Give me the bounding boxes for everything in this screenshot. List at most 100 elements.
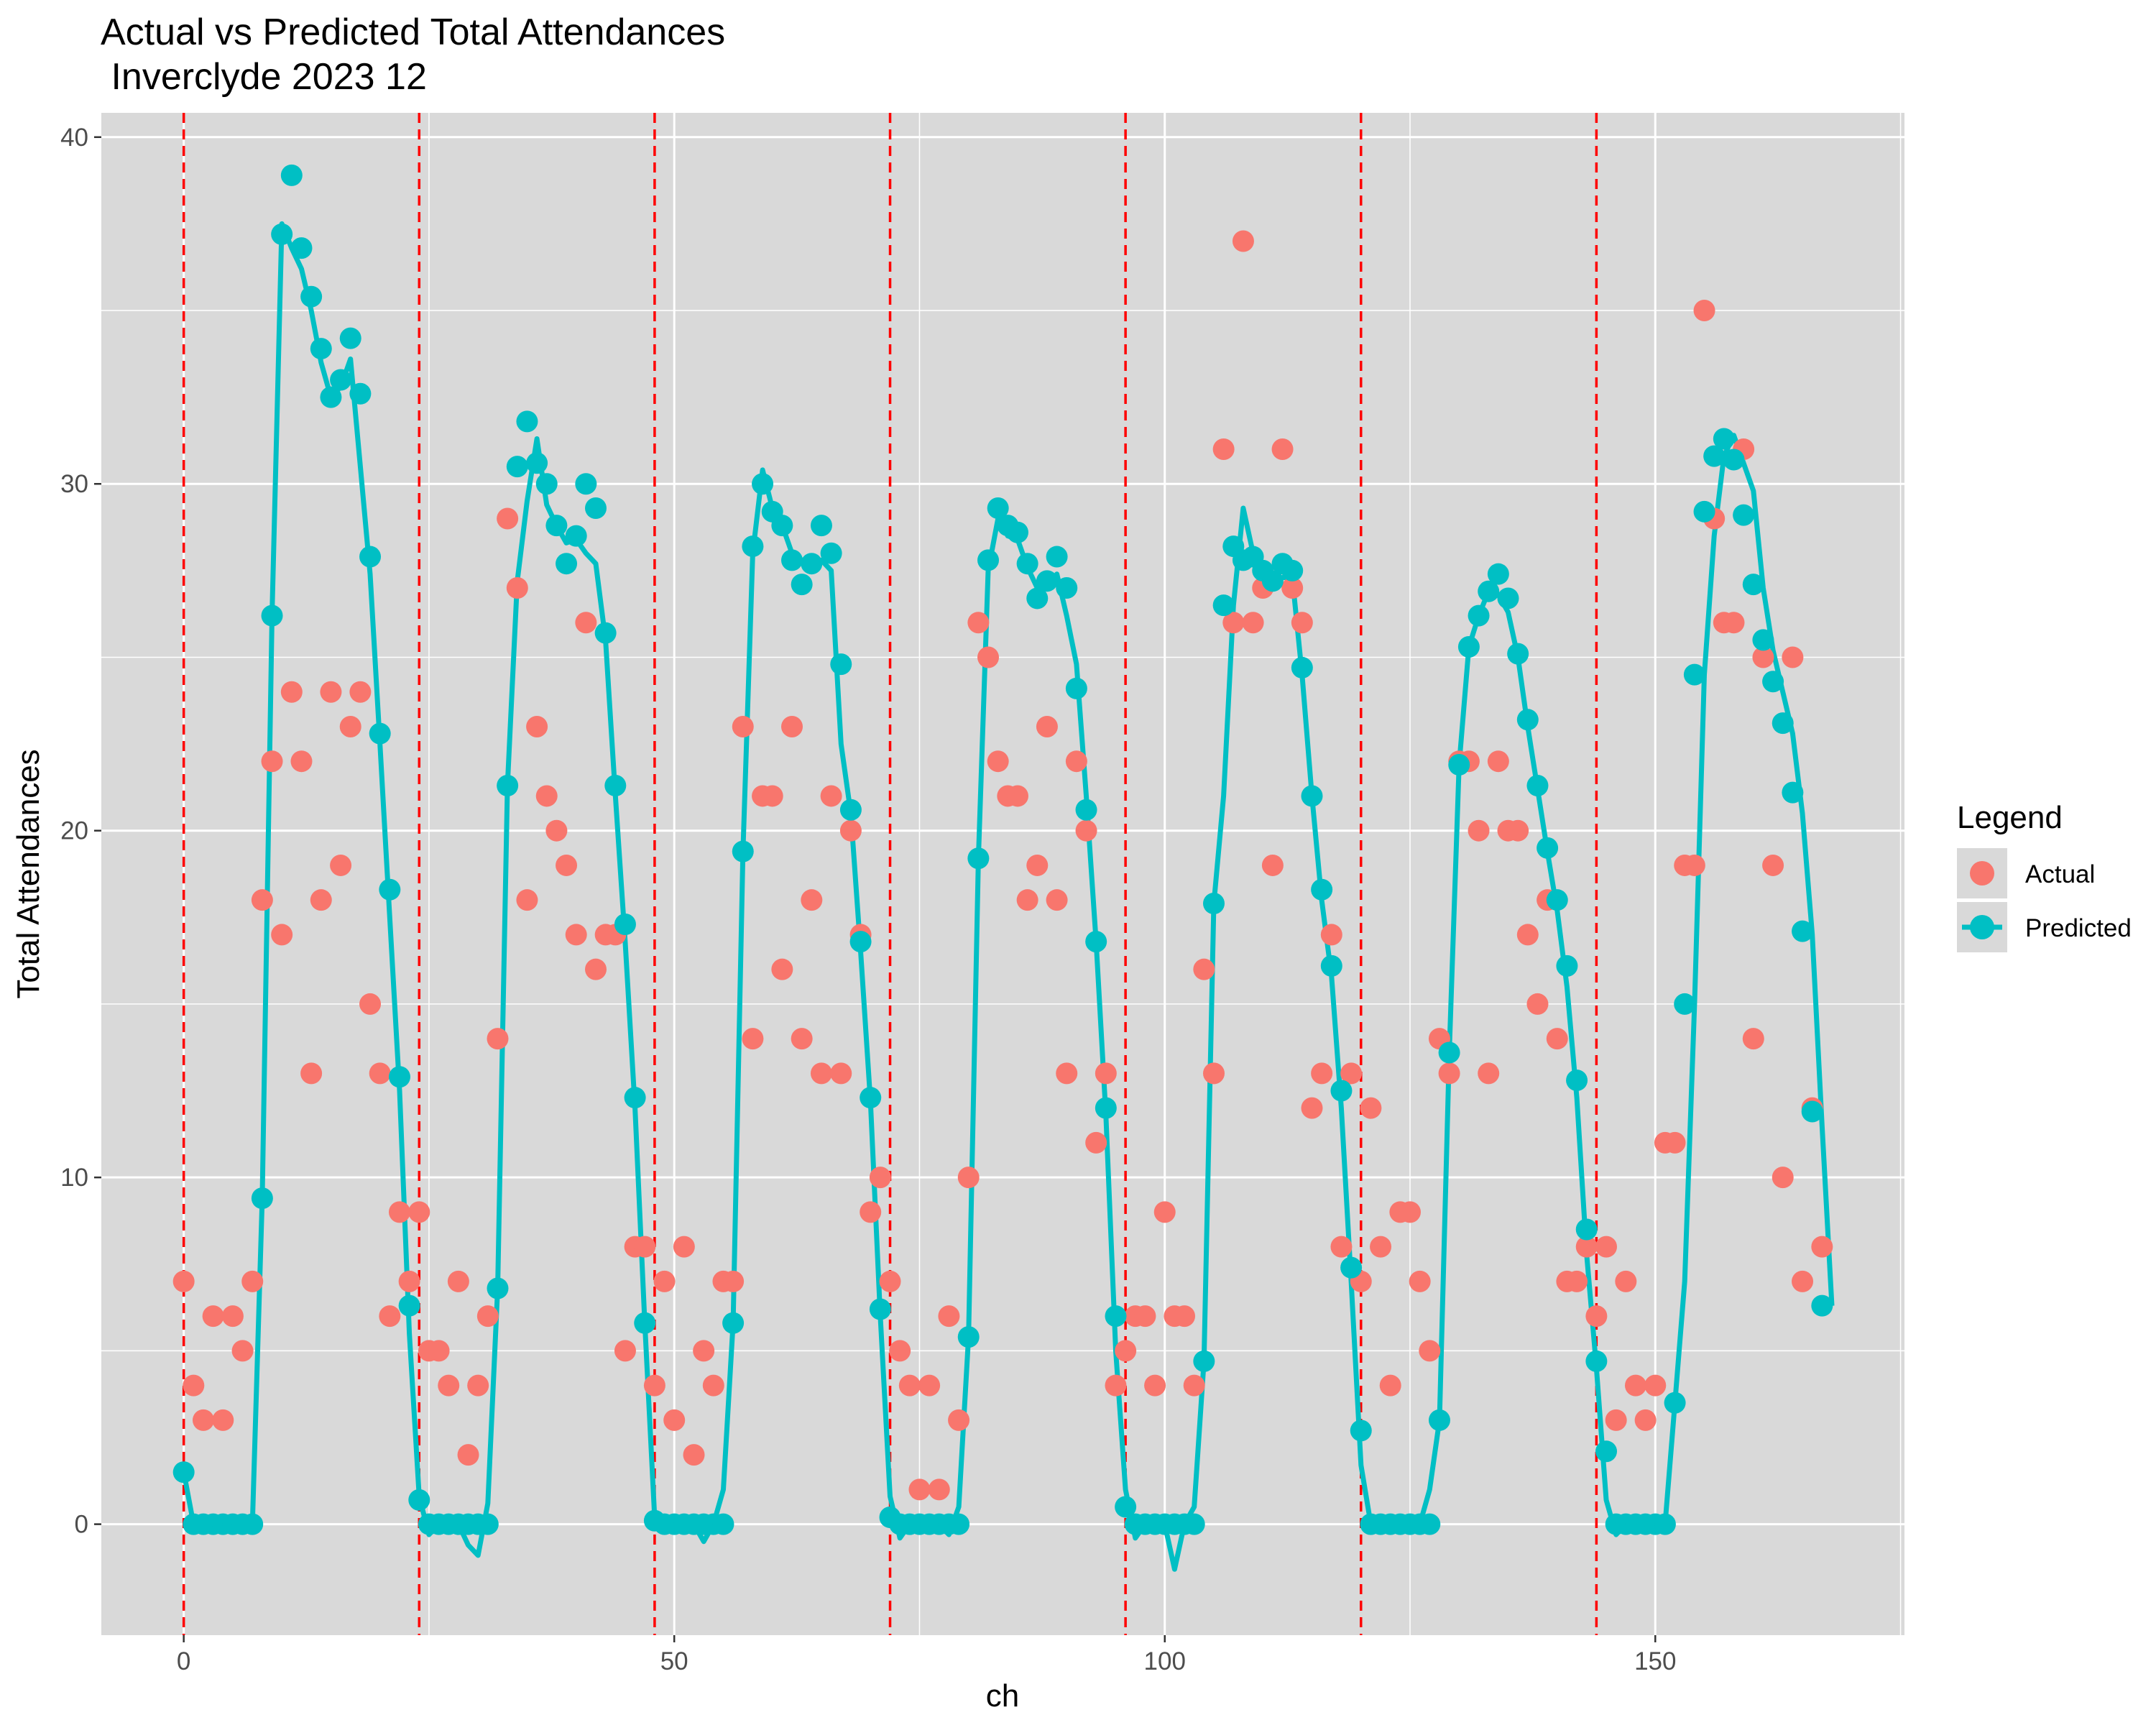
actual-point xyxy=(231,1340,254,1362)
predicted-point xyxy=(1212,594,1235,617)
actual-point xyxy=(663,1409,686,1431)
actual-point xyxy=(261,750,283,773)
actual-point xyxy=(172,1270,195,1292)
actual-point xyxy=(1046,889,1068,911)
predicted-point xyxy=(1183,1513,1205,1535)
predicted-point xyxy=(516,410,538,433)
actual-point xyxy=(1605,1409,1627,1431)
y-tick-label: 20 xyxy=(60,817,88,845)
predicted-point xyxy=(1762,671,1784,693)
predicted-point xyxy=(241,1513,264,1535)
predicted-point xyxy=(359,546,382,568)
predicted-point xyxy=(339,327,361,349)
actual-point xyxy=(948,1409,970,1431)
actual-point xyxy=(761,785,783,807)
actual-point xyxy=(300,1062,323,1085)
legend-label-predicted: Predicted xyxy=(2025,914,2132,942)
actual-point xyxy=(545,819,568,842)
predicted-point xyxy=(408,1489,430,1511)
predicted-point xyxy=(388,1066,410,1088)
actual-point xyxy=(535,785,558,807)
actual-point xyxy=(556,854,578,876)
x-axis-label: ch xyxy=(986,1678,1019,1714)
actual-point xyxy=(1174,1305,1196,1328)
actual-point xyxy=(1271,438,1294,460)
actual-point xyxy=(476,1305,499,1328)
actual-point xyxy=(1115,1340,1137,1362)
y-tick-label: 30 xyxy=(60,470,88,498)
actual-point xyxy=(1419,1340,1441,1362)
actual-point xyxy=(1772,1167,1794,1189)
actual-point xyxy=(889,1340,911,1362)
predicted-point xyxy=(634,1312,656,1334)
predicted-point xyxy=(1516,709,1539,731)
predicted-point xyxy=(1075,799,1097,821)
actual-point xyxy=(1320,924,1342,946)
actual-point xyxy=(1370,1236,1392,1258)
predicted-point xyxy=(1654,1513,1676,1535)
predicted-point xyxy=(398,1294,420,1317)
actual-point xyxy=(1281,576,1304,599)
actual-point xyxy=(1782,646,1804,668)
predicted-point xyxy=(379,878,401,901)
predicted-point xyxy=(1006,521,1028,543)
predicted-point xyxy=(801,553,823,575)
actual-point xyxy=(1006,785,1028,807)
actual-point xyxy=(584,958,607,980)
actual-point xyxy=(1016,889,1038,911)
actual-point xyxy=(1624,1374,1646,1397)
actual-point xyxy=(447,1270,469,1292)
actual-point xyxy=(987,750,1009,773)
axes: 0 50 100 150 0 10 20 30 40 xyxy=(60,124,1676,1675)
predicted-point xyxy=(575,473,597,495)
predicted-point xyxy=(1566,1070,1588,1092)
predicted-point xyxy=(1674,993,1696,1015)
predicted-point xyxy=(280,164,303,186)
predicted-point xyxy=(251,1187,273,1210)
predicted-point xyxy=(565,525,587,547)
predicted-point xyxy=(1291,656,1313,678)
actual-point xyxy=(349,681,372,703)
predicted-point xyxy=(1595,1440,1618,1463)
predicted-point xyxy=(1428,1409,1450,1431)
actual-point xyxy=(643,1374,665,1397)
actual-point xyxy=(898,1374,921,1397)
predicted-point xyxy=(1468,604,1490,627)
actual-point xyxy=(1330,1236,1353,1258)
actual-point xyxy=(290,750,313,773)
predicted-point xyxy=(1281,559,1304,581)
predicted-point xyxy=(624,1087,646,1109)
actual-point xyxy=(1036,715,1058,737)
predicted-point xyxy=(1742,574,1764,596)
actual-point xyxy=(1516,924,1539,946)
actual-point xyxy=(1134,1305,1156,1328)
actual-point xyxy=(1065,750,1087,773)
actual-point xyxy=(221,1305,244,1328)
predicted-point xyxy=(1546,889,1568,911)
predicted-point xyxy=(1350,1420,1372,1442)
predicted-point xyxy=(849,931,872,953)
actual-point xyxy=(1202,1062,1225,1085)
predicted-point xyxy=(330,369,352,391)
actual-point xyxy=(251,889,273,911)
predicted-point xyxy=(1448,754,1470,776)
predicted-point xyxy=(957,1326,980,1348)
predicted-point xyxy=(977,549,1000,571)
actual-point xyxy=(280,681,303,703)
predicted-point xyxy=(526,452,548,474)
predicted-point xyxy=(839,799,862,821)
actual-point xyxy=(1193,958,1215,980)
predicted-point xyxy=(1664,1392,1686,1414)
predicted-point xyxy=(300,285,323,308)
actual-point xyxy=(428,1340,450,1362)
predicted-point xyxy=(1202,893,1225,915)
actual-point xyxy=(359,993,382,1015)
legend: Legend Actual Predicted xyxy=(1957,800,2132,952)
predicted-point xyxy=(497,774,519,796)
predicted-point xyxy=(1478,580,1500,602)
predicted-point xyxy=(290,237,313,259)
chart-title-line-1: Actual vs Predicted Total Attendances xyxy=(101,12,726,53)
predicted-point xyxy=(1056,576,1078,599)
actual-point xyxy=(614,1340,636,1362)
